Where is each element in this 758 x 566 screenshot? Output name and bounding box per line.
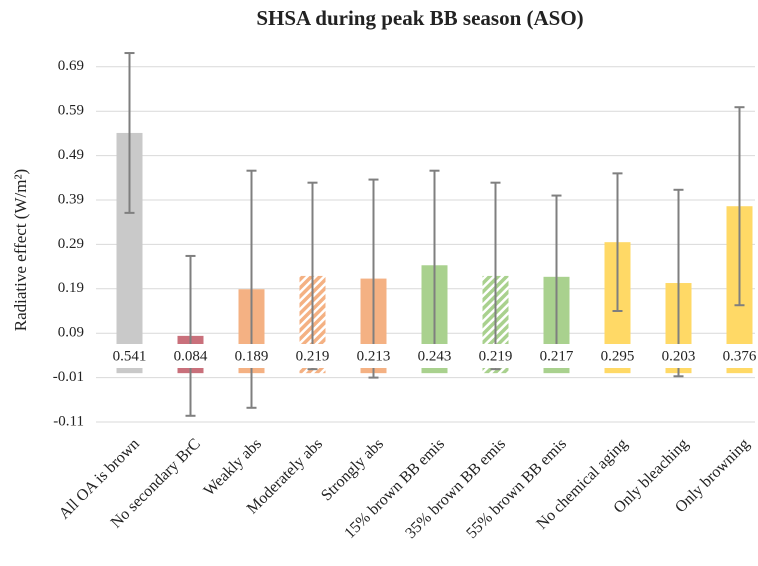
error-bar [490,181,501,371]
error-bar [307,181,318,371]
value-label-bg [163,344,218,368]
value-label: 0.295 [601,348,635,364]
value-label: 0.084 [174,348,208,364]
error-bar [734,106,745,307]
x-tick-label: Weakly abs [201,435,265,499]
error-bar [246,169,257,409]
value-label: 0.243 [418,348,452,364]
y-tick-label: 0.09 [58,325,84,341]
x-tick-label: 55% brown BB emis [463,435,570,542]
value-label: 0.189 [235,348,269,364]
value-label-bg [468,344,523,368]
value-label: 0.376 [723,348,757,364]
y-tick-label: 0.59 [58,103,84,119]
value-label: 0.203 [662,348,696,364]
x-tick-label: 15% brown BB emis [341,435,448,542]
value-label: 0.217 [540,348,574,364]
value-label-bg [407,344,462,368]
y-tick-label: -0.11 [53,413,84,429]
value-label-bg [590,344,645,368]
value-label-bg [712,344,758,368]
y-tick-label: 0.19 [58,280,84,296]
error-bar [124,52,135,214]
value-label-bg [285,344,340,368]
value-label-bg [224,344,279,368]
error-bar [612,172,623,312]
value-label: 0.541 [113,348,147,364]
value-label-bg [102,344,157,368]
error-bar [185,254,196,417]
value-label: 0.213 [357,348,391,364]
y-axis-label: Radiative effect (W/m²) [11,169,30,331]
y-tick-label: -0.01 [53,369,84,385]
y-tick-label: 0.69 [58,58,84,74]
value-label: 0.219 [479,348,513,364]
y-tick-label: 0.39 [58,191,84,207]
value-label-bg [529,344,584,368]
value-label: 0.219 [296,348,330,364]
value-label-bg [651,344,706,368]
y-tick-label: 0.49 [58,147,84,163]
x-tick-label: 35% brown BB emis [402,435,509,542]
value-label-bg [346,344,401,368]
chart-title: SHSA during peak BB season (ASO) [256,6,583,30]
y-tick-label: 0.29 [58,236,84,252]
